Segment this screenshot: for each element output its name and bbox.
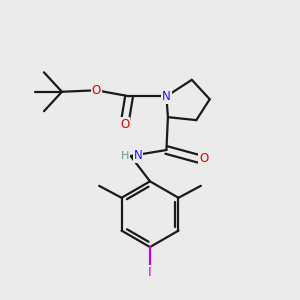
Text: O: O <box>199 152 208 166</box>
Text: O: O <box>92 84 101 97</box>
Text: N: N <box>134 149 142 163</box>
Text: I: I <box>148 266 152 279</box>
Text: O: O <box>120 118 129 131</box>
Text: H: H <box>121 151 129 161</box>
Text: N: N <box>162 90 171 103</box>
